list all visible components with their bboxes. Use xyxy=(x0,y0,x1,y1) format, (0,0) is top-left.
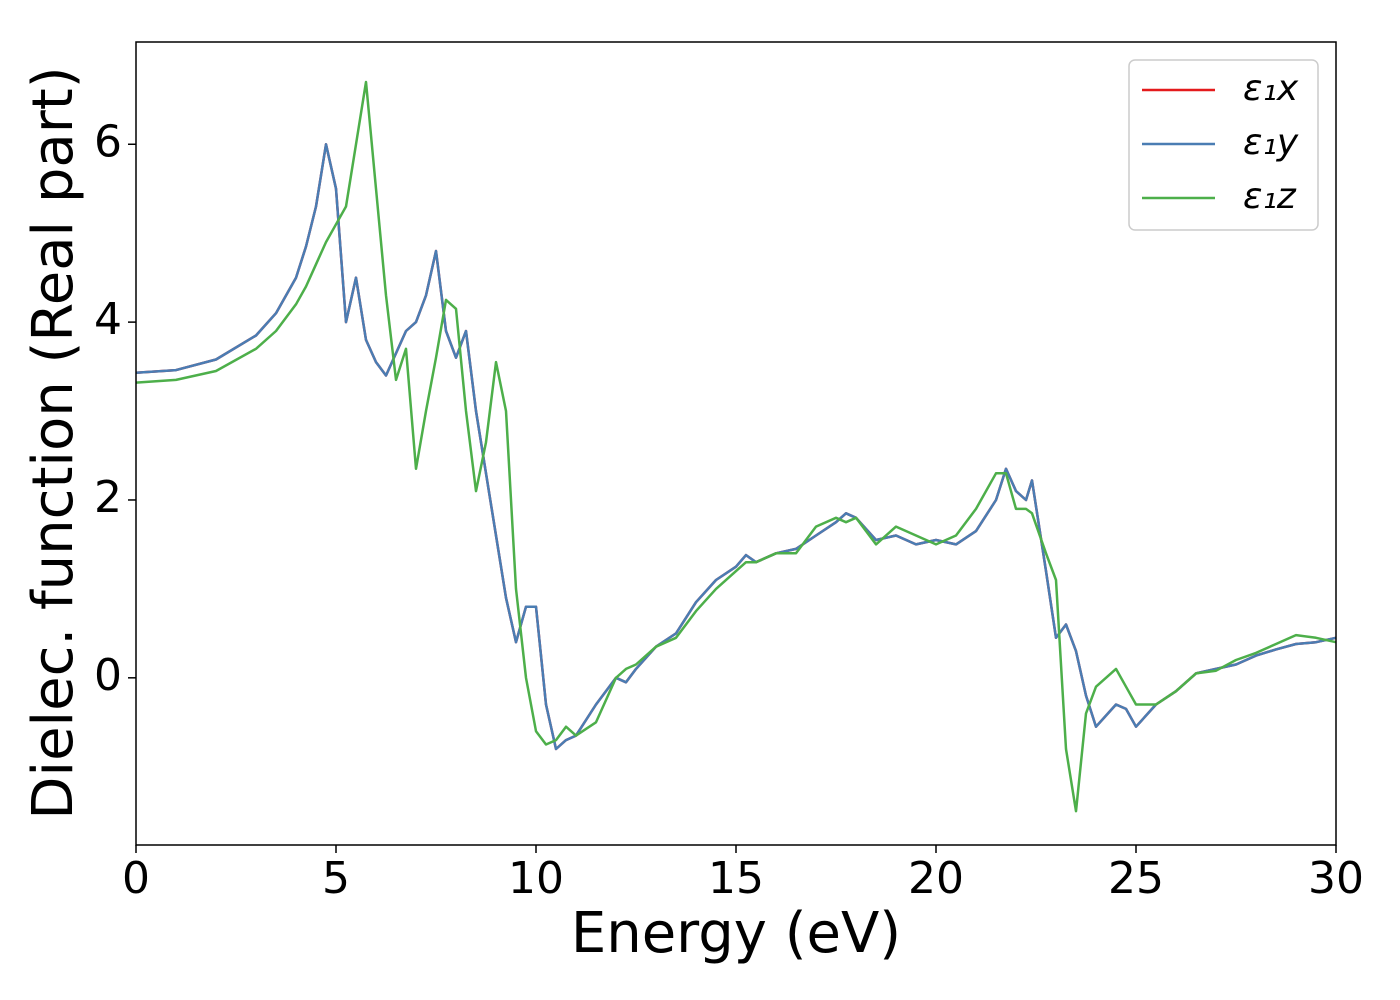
x-axis-label: Energy (eV) xyxy=(571,901,901,966)
y-tick-label: 2 xyxy=(94,472,122,523)
x-tick-label: 5 xyxy=(322,853,350,904)
x-tick-label: 20 xyxy=(908,853,964,904)
y-tick-label: 0 xyxy=(94,650,122,701)
series-line xyxy=(135,143,1337,751)
legend-label: ε₁y xyxy=(1243,122,1299,163)
legend-label: ε₁x xyxy=(1243,68,1299,109)
series-line xyxy=(135,80,1337,813)
y-tick-label: 4 xyxy=(94,294,122,345)
legend-box xyxy=(1128,59,1319,231)
x-tick-label: 15 xyxy=(708,853,764,904)
legend-label: ε₁z xyxy=(1243,176,1297,217)
x-tick-label: 0 xyxy=(122,853,150,904)
x-tick-label: 25 xyxy=(1108,853,1164,904)
x-tick-label: 30 xyxy=(1308,853,1364,904)
series-line xyxy=(135,143,1337,751)
plot-frame xyxy=(135,41,1337,846)
y-tick-label: 6 xyxy=(94,116,122,167)
y-axis-label: Dielec. function (Real part) xyxy=(21,66,86,819)
x-tick-label: 10 xyxy=(508,853,564,904)
